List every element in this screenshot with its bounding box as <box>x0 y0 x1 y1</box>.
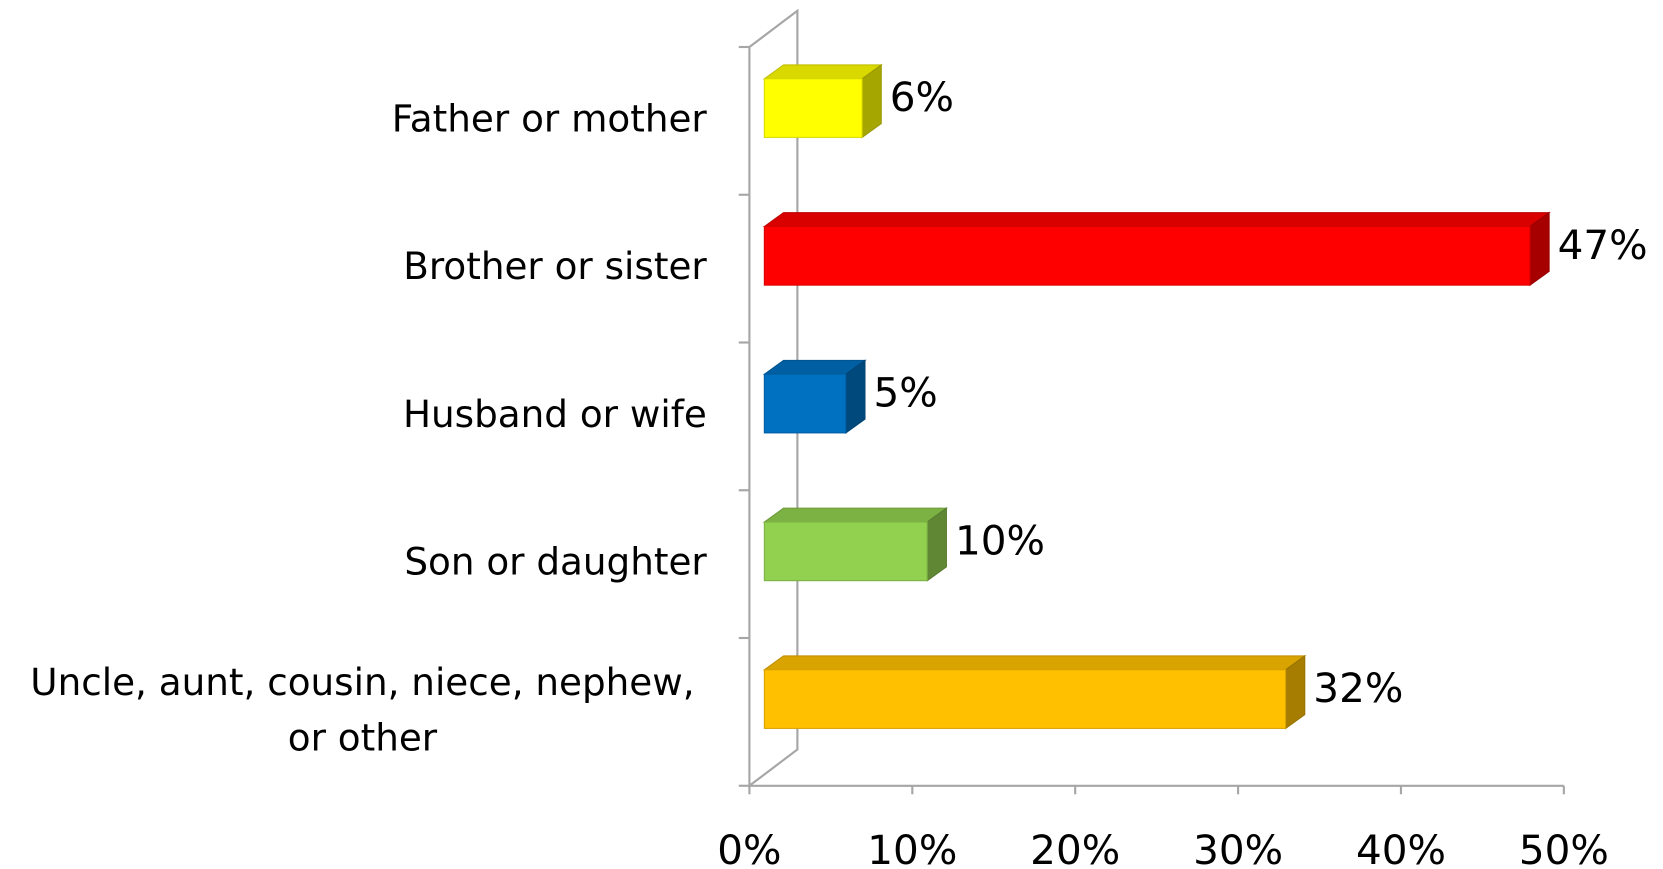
x-tick-label: 30% <box>1193 826 1283 869</box>
x-tick-label: 50% <box>1519 826 1609 869</box>
bar <box>762 211 1551 287</box>
bar-front <box>763 225 1531 286</box>
y-tick-label: Father or mother <box>392 96 708 140</box>
x-tick-label: 10% <box>867 826 957 869</box>
y-tick-label: Uncle, aunt, cousin, niece, nephew, or ot… <box>30 660 694 759</box>
x-tick-label: 20% <box>1030 826 1120 869</box>
y-tick-label: Brother or sister <box>403 244 707 288</box>
bar <box>762 359 867 434</box>
bar-front <box>763 521 928 582</box>
x-tick-label: 0% <box>717 826 781 869</box>
value-label: 10% <box>955 516 1045 564</box>
label-line: Uncle, aunt, cousin, niece, nephew, <box>30 660 694 704</box>
y-tick-label: Husband or wife <box>403 392 707 436</box>
bar <box>762 507 949 582</box>
bar <box>762 63 883 139</box>
bar-top <box>762 655 1307 671</box>
left-wall <box>748 8 799 788</box>
bar-front <box>763 373 847 434</box>
label-line: or other <box>288 715 438 759</box>
bar-front <box>763 78 863 138</box>
bar <box>762 654 1307 730</box>
x-tick-label: 40% <box>1356 826 1446 869</box>
y-tick-label: Son or daughter <box>404 540 707 584</box>
bar-top <box>762 64 883 80</box>
value-label: 5% <box>874 369 938 417</box>
bar-front <box>763 669 1287 729</box>
wall <box>748 8 799 788</box>
value-label: 32% <box>1313 664 1403 712</box>
bar-top <box>762 212 1551 228</box>
value-label: 47% <box>1558 221 1648 269</box>
value-label: 6% <box>890 73 954 121</box>
bar-top <box>762 507 949 523</box>
